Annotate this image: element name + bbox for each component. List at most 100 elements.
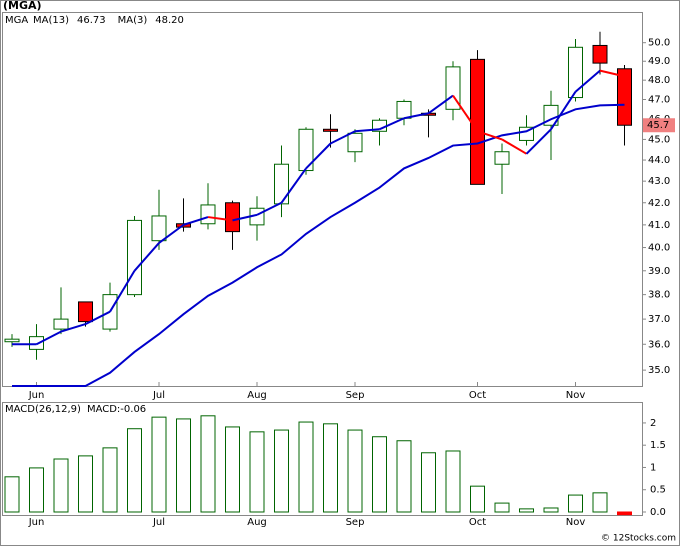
- y-tick-label: 1: [650, 462, 656, 473]
- y-tick-label: 35.0: [648, 365, 670, 376]
- ma-segment: [525, 128, 552, 155]
- macd-bar: [53, 458, 69, 513]
- y-tick-label: 38.0: [648, 290, 670, 301]
- last-price-box: [643, 118, 675, 133]
- candle-body: [127, 219, 142, 296]
- x-tick-label: Aug: [247, 390, 267, 401]
- ma-segment: [379, 117, 405, 131]
- legend-value: 48.20: [155, 15, 184, 26]
- macd-bar: [200, 415, 216, 513]
- macd-bar: [470, 485, 485, 513]
- macd-legend: MACD:-0.06: [87, 404, 146, 415]
- ma-segment: [477, 130, 503, 141]
- macd-bar: [29, 467, 44, 513]
- ma-segment: [256, 201, 282, 216]
- y-tick-label: 41.0: [648, 220, 670, 231]
- ma-segment: [354, 128, 380, 133]
- y-tick-label: 43.0: [648, 176, 670, 187]
- macd-bar: [421, 452, 436, 513]
- ma-segment: [36, 330, 62, 346]
- ma-segment: [183, 216, 209, 226]
- ma-segment: [574, 69, 601, 93]
- legend-name: MA(13): [33, 15, 69, 26]
- macd-bar: [4, 476, 20, 513]
- candle-body: [396, 100, 412, 119]
- candle-body: [347, 132, 363, 153]
- candle-body: [568, 46, 583, 99]
- candle-body: [617, 68, 632, 126]
- macd-bar: [151, 416, 167, 513]
- y-tick-label: 0.5: [650, 485, 666, 496]
- x-tick-label: Jun: [28, 390, 45, 401]
- x-tick-label: Jun: [28, 517, 45, 528]
- x-tick-label: Sep: [346, 390, 365, 401]
- ma-segment: [501, 138, 528, 155]
- footer: © 12Stocks.com: [601, 534, 676, 544]
- macd-bar: [396, 440, 412, 513]
- macd-bar: [298, 421, 314, 513]
- y-tick-label: 39.0: [648, 266, 670, 277]
- ma-segment: [403, 112, 429, 120]
- candle-body: [274, 163, 289, 205]
- y-tick-label: 2: [650, 418, 656, 429]
- macd-bar: [274, 429, 289, 513]
- macd-bar: [347, 429, 363, 513]
- candle-body: [225, 202, 240, 233]
- macd-bar: [102, 447, 118, 513]
- x-tick-label: Nov: [566, 390, 586, 401]
- x-tick-label: Nov: [566, 517, 586, 528]
- price-panel: [2, 12, 643, 387]
- macd-bar: [249, 431, 265, 513]
- macd-bar: [78, 455, 93, 513]
- candle-body: [151, 215, 167, 242]
- y-tick-label: 1.5: [650, 440, 666, 451]
- ma-segment: [133, 242, 160, 272]
- candle-body: [494, 151, 510, 165]
- ma-segment: [232, 213, 258, 222]
- macd-panel: [2, 402, 643, 516]
- ma-segment: [158, 224, 185, 244]
- y-tick-label: 48.0: [648, 75, 670, 86]
- ma-segment: [109, 270, 136, 313]
- ma-segment: [305, 142, 332, 170]
- ma-segment: [60, 323, 86, 333]
- candle-body: [29, 336, 44, 350]
- ma-segment: [280, 167, 307, 204]
- candle-body: [78, 301, 93, 323]
- y-tick-label: 47.0: [648, 94, 670, 105]
- chart-title: (MGA): [3, 0, 42, 12]
- y-tick-label: 36.0: [648, 339, 670, 350]
- candle-body: [592, 44, 608, 64]
- ma-segment: [599, 69, 625, 78]
- x-tick-label: Oct: [469, 517, 486, 528]
- x-tick-label: Jul: [152, 517, 165, 528]
- y-tick-label: 42.0: [648, 198, 670, 209]
- macd-bar: [372, 436, 387, 513]
- macd-bar: [568, 494, 583, 513]
- y-tick-label: 49.0: [648, 56, 670, 67]
- y-tick-label: 40.0: [648, 243, 670, 254]
- y-tick-label: 37.0: [648, 314, 670, 325]
- macd-bar: [617, 511, 632, 516]
- ma-segment: [452, 95, 479, 132]
- y-tick-label: 0.0: [650, 507, 666, 518]
- macd-bar: [445, 450, 461, 513]
- candle-body: [53, 318, 69, 330]
- candle-body: [200, 204, 216, 225]
- ma-segment: [85, 310, 111, 325]
- y-tick-label: 44.0: [648, 155, 670, 166]
- candle-body: [323, 128, 338, 132]
- x-tick-label: Sep: [346, 517, 365, 528]
- macd-bar: [323, 423, 338, 513]
- candle-body: [4, 338, 20, 343]
- x-tick-label: Jul: [152, 390, 165, 401]
- y-tick-label: 50.0: [648, 38, 670, 49]
- x-tick-label: Oct: [469, 390, 486, 401]
- ma-segment: [207, 216, 233, 222]
- last-price-label: 45.7: [647, 120, 669, 131]
- ma-segment: [550, 91, 577, 130]
- candle-body: [470, 58, 485, 185]
- macd-title: MACD(26,12,9): [5, 404, 81, 415]
- ma-segment: [427, 94, 454, 115]
